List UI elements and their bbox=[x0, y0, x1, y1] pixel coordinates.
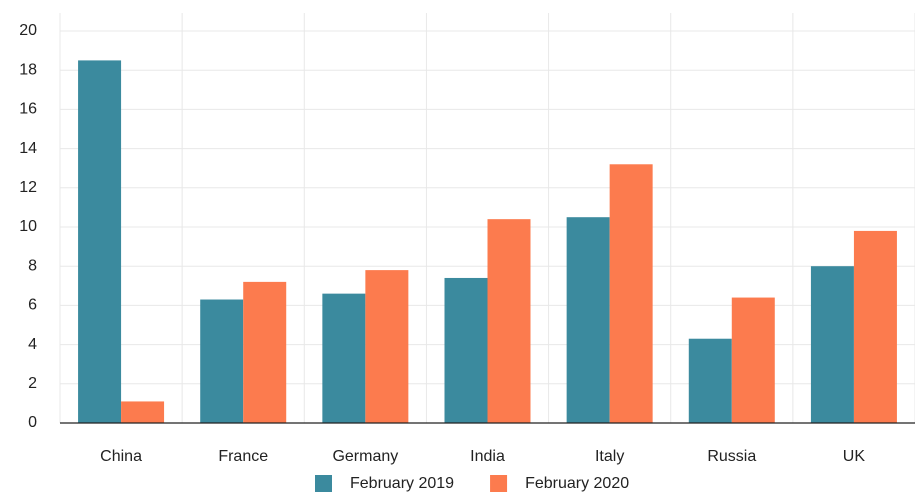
bar bbox=[609, 164, 653, 423]
bar bbox=[688, 338, 732, 423]
legend-swatch bbox=[490, 475, 508, 492]
bar bbox=[365, 270, 409, 423]
y-tick-label: 20 bbox=[19, 22, 37, 39]
x-tick-label: UK bbox=[843, 448, 866, 465]
bar bbox=[566, 217, 610, 423]
bar bbox=[200, 299, 244, 423]
bar bbox=[322, 293, 366, 423]
y-tick-label: 2 bbox=[28, 375, 37, 392]
bar bbox=[810, 266, 854, 423]
legend-label: February 2020 bbox=[525, 475, 629, 492]
x-tick-label: China bbox=[100, 448, 142, 465]
y-tick-label: 8 bbox=[28, 257, 37, 274]
x-tick-label: Russia bbox=[707, 448, 756, 465]
bar bbox=[487, 219, 531, 423]
y-tick-label: 10 bbox=[19, 218, 37, 235]
y-tick-label: 6 bbox=[28, 297, 37, 314]
y-tick-label: 16 bbox=[19, 101, 37, 118]
x-tick-label: Italy bbox=[595, 448, 624, 465]
x-tick-label: India bbox=[470, 448, 505, 465]
bar bbox=[731, 297, 775, 423]
x-tick-label: France bbox=[218, 448, 268, 465]
y-tick-label: 12 bbox=[19, 179, 37, 196]
y-tick-label: 14 bbox=[19, 140, 37, 157]
legend-label: February 2019 bbox=[350, 475, 454, 492]
bar bbox=[444, 277, 488, 423]
y-tick-label: 18 bbox=[19, 61, 37, 78]
bar bbox=[853, 230, 897, 423]
bar bbox=[78, 60, 122, 424]
bar bbox=[243, 281, 287, 423]
bar bbox=[121, 401, 165, 423]
legend-swatch bbox=[315, 475, 332, 492]
x-tick-label: Germany bbox=[332, 448, 398, 465]
y-tick-label: 4 bbox=[28, 336, 37, 353]
y-tick-label: 0 bbox=[28, 414, 37, 431]
